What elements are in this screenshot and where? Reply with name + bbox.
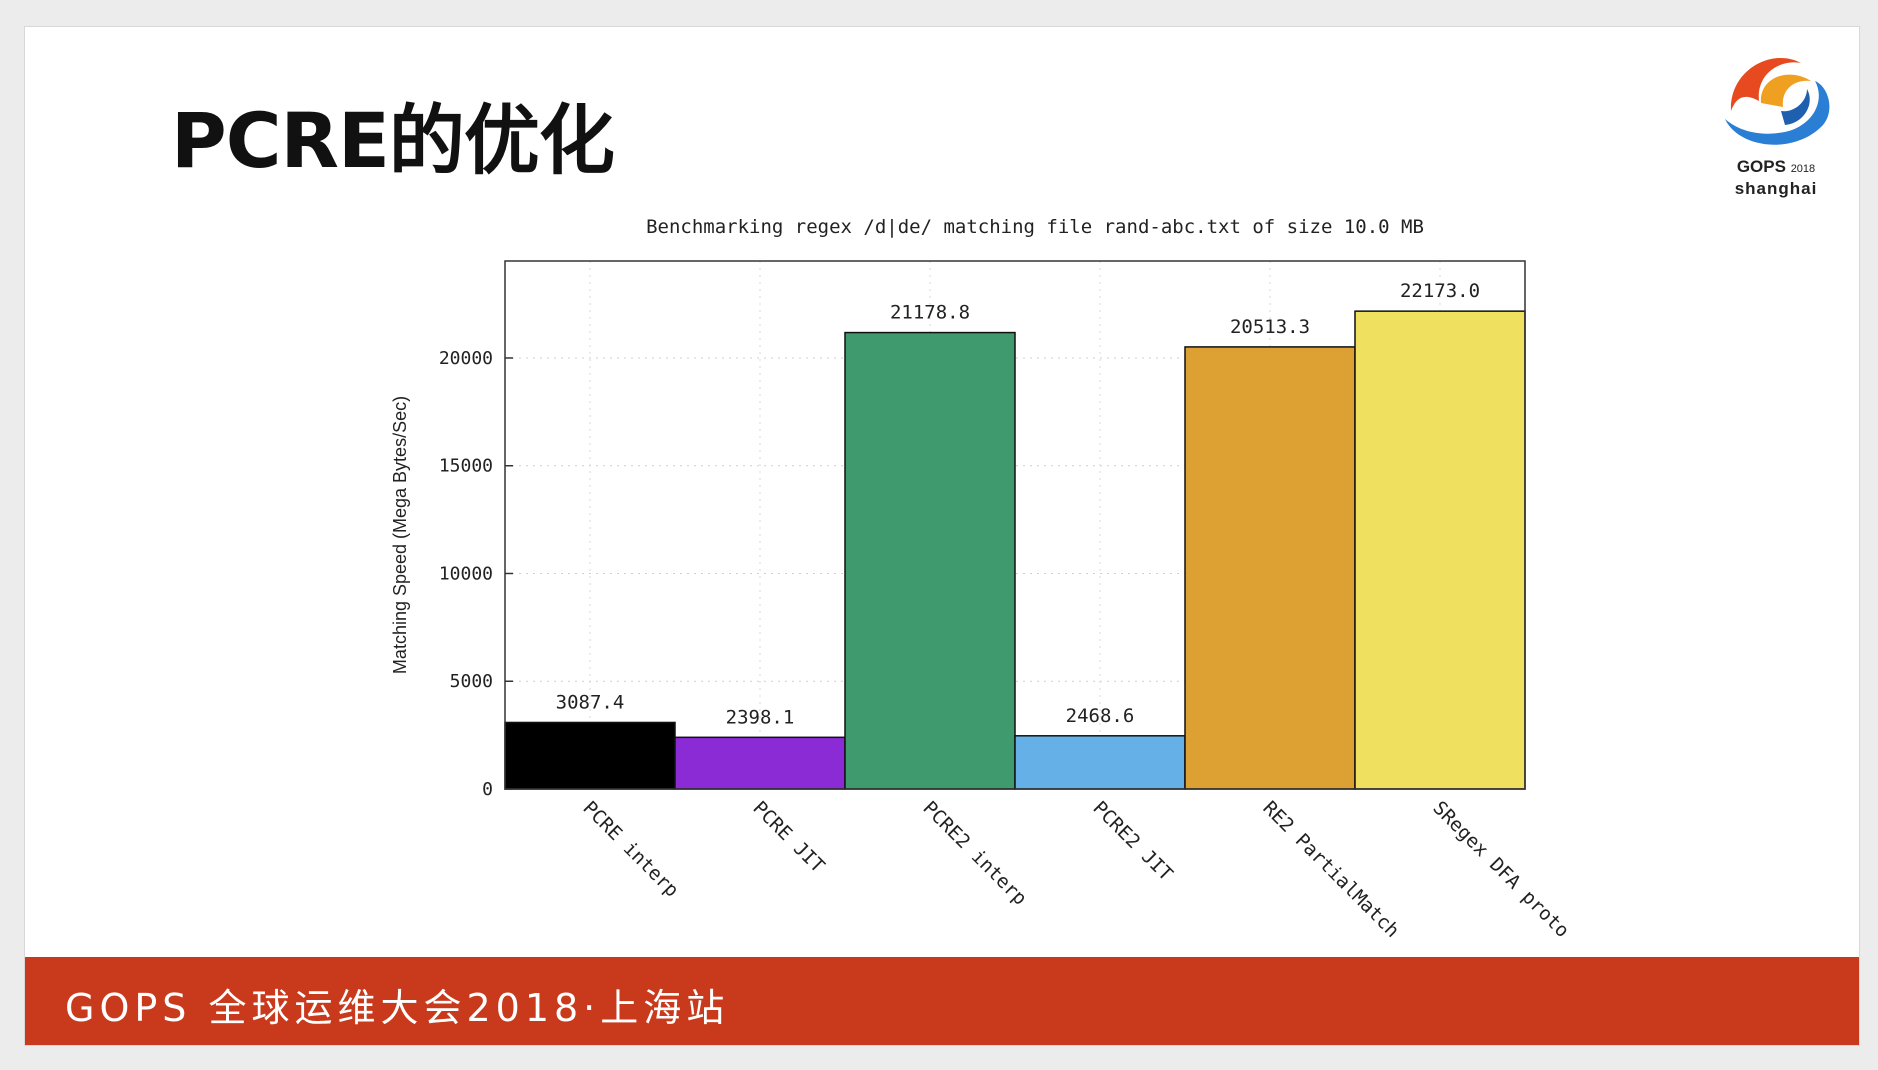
data-label: 21178.8 [890,302,970,324]
footer-text: GOPS 全球运维大会2018·上海站 [65,986,730,1030]
y-tick-label: 10000 [439,563,493,584]
logo-brand: GOPS 2018 [1711,157,1841,177]
chart-title: Benchmarking regex /d|de/ matching file … [646,216,1424,238]
x-tick-label: SRegex DFA proto [1428,797,1573,942]
x-tick-label: PCRE2 interp [918,797,1031,910]
bar [504,721,676,790]
data-label: 2398.1 [726,706,795,728]
bar [674,736,846,790]
y-axis-label: Matching Speed (Mega Bytes/Sec) [390,396,410,674]
bar [1014,735,1186,790]
y-tick-label: 5000 [450,671,493,692]
logo-brand-name: GOPS [1736,157,1786,176]
bar [844,331,1016,790]
bar [1184,346,1356,790]
logo-year: 2018 [1790,163,1816,175]
data-label: 2468.6 [1066,705,1135,727]
data-label: 20513.3 [1230,316,1310,338]
x-tick-label: PCRE interp [578,797,683,902]
x-tick-label: PCRE JIT [748,797,828,877]
logo-city: shanghai [1734,179,1818,198]
data-label: 22173.0 [1400,280,1480,302]
slide-title: PCRE的优化 [171,96,615,185]
y-tick-label: 15000 [439,456,493,477]
gops-logo-icon [1725,57,1830,145]
y-tick-label: 0 [482,779,493,800]
slide: PCRE的优化 GOPS 2018 shanghai 3087.4 2398.1 2… [24,26,1860,1046]
plot-frame [504,260,1526,790]
gops-logo: GOPS 2018 shanghai [1711,41,1841,201]
bar-chart: 3087.4 2398.1 21178.8 2468.6 20513.3 22173.0 0… [390,216,1573,942]
data-label: 3087.4 [556,691,625,713]
y-tick-label: 20000 [439,348,493,369]
x-tick-label: RE2 PartialMatch [1258,797,1403,942]
bar [1354,310,1526,790]
x-tick-label: PCRE2 JIT [1088,797,1176,885]
footer-bar: GOPS 全球运维大会2018·上海站 [25,957,1859,1045]
